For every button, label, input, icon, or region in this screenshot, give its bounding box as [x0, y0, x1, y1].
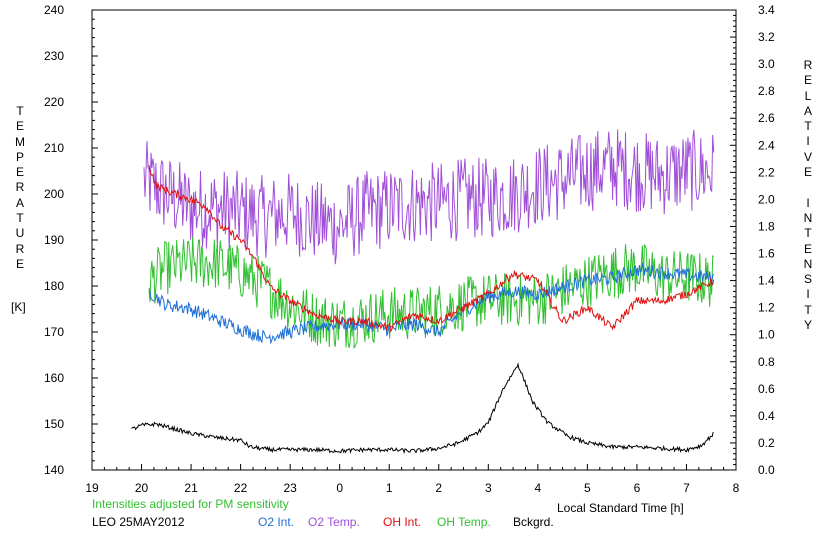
left-tick-label: 210 [44, 141, 64, 155]
sensitivity-note: Intensities adjusted for PM sensitivity [92, 497, 289, 511]
x-tick-label: 20 [135, 481, 149, 495]
axis-label-letter: E [15, 165, 24, 180]
axis-label-letter: E [15, 119, 24, 134]
series-line-oh-int [148, 165, 715, 333]
left-tick-label: 190 [44, 233, 64, 247]
left-tick-label: 170 [44, 325, 64, 339]
x-tick-label: 6 [634, 481, 641, 495]
legend: O2 Int. O2 Temp. OH Int. OH Temp. Bckgrd. [258, 515, 554, 529]
right-tick-label: 1.0 [758, 328, 775, 342]
right-tick-label: 2.6 [758, 111, 775, 125]
series-line-o2-temp [143, 129, 715, 265]
axis-label-letter: U [15, 226, 25, 241]
right-tick-label: 3.2 [758, 30, 775, 44]
x-tick-label: 8 [733, 481, 740, 495]
right-tick-label: 0.0 [758, 463, 775, 477]
axis-label-letter: A [15, 195, 24, 210]
axis-label-letter: P [15, 149, 24, 164]
axis-label-letter: N [803, 210, 813, 225]
x-tick-label: 4 [535, 481, 542, 495]
x-tick-label: 0 [336, 481, 343, 495]
left-tick-label: 180 [44, 279, 64, 293]
legend-entry: OH Temp. [437, 515, 491, 529]
axis-label-letter: I [806, 287, 810, 302]
series-line-oh-temp [148, 236, 714, 349]
axis-label-letter: T [804, 226, 812, 241]
axis-label-letter: E [803, 165, 812, 180]
right-tick-label: 0.2 [758, 436, 775, 450]
axis-label-letter: I [806, 195, 810, 210]
right-tick-label: 1.6 [758, 247, 775, 261]
axis-label-letter: M [15, 134, 25, 149]
x-axis-label: Local Standard Time [h] [557, 501, 684, 515]
left-tick-label: 240 [44, 3, 64, 17]
x-tick-label: 1 [386, 481, 393, 495]
axis-label-letter [800, 180, 816, 195]
legend-entry: Bckgrd. [513, 515, 554, 529]
right-tick-label: 0.6 [758, 382, 775, 396]
right-tick-label: 0.4 [758, 409, 775, 423]
right-tick-label: 3.4 [758, 3, 775, 17]
axis-label-letter: R [15, 241, 25, 256]
axis-label-letter: L [804, 88, 812, 103]
axis-label-letter: T [16, 211, 24, 226]
x-axis: 19 20 21 22 23 0 1 2 3 4 5 6 7 8 [85, 464, 740, 495]
series-line-o2-int [148, 262, 715, 345]
x-tick-label: 7 [683, 481, 690, 495]
x-tick-label: 21 [184, 481, 198, 495]
axis-label-letter: E [803, 73, 812, 88]
right-tick-label: 2.0 [758, 192, 775, 206]
right-axis: 0.0 0.2 0.4 0.6 0.8 1.0 1.2 1.4 1.6 1.8 2.0 2.2 2.4 2… [730, 3, 775, 477]
legend-entry: O2 Temp. [308, 515, 360, 529]
legend-entry: O2 Int. [258, 515, 294, 529]
right-tick-label: 2.2 [758, 165, 775, 179]
left-tick-label: 230 [44, 49, 64, 63]
left-axis: 140 150 160 170 180 190 200 210 220 230 240 [44, 3, 98, 477]
axis-label-letter: R [803, 58, 813, 72]
axis-label-letter: R [15, 180, 25, 195]
right-tick-label: 3.0 [758, 57, 775, 71]
axis-label-letter: T [804, 119, 812, 134]
x-tick-label: 5 [584, 481, 591, 495]
axis-label-letter: N [803, 256, 813, 271]
axis-label-letter: Y [803, 318, 812, 333]
left-tick-label: 200 [44, 187, 64, 201]
axis-label-letter: E [803, 241, 812, 256]
axis-label-letter: I [806, 134, 810, 149]
x-tick-label: 23 [283, 481, 297, 495]
axis-label-letter: S [803, 272, 812, 287]
series-layer [131, 129, 715, 455]
right-tick-label: 0.8 [758, 355, 775, 369]
axis-label-letter: A [803, 103, 812, 118]
right-tick-label: 2.4 [758, 138, 775, 152]
site-date-label: LEO 25MAY2012 [92, 515, 185, 529]
right-tick-label: 1.2 [758, 301, 775, 315]
axis-label-letter: E [15, 256, 24, 271]
axis-label-letter: T [16, 104, 24, 118]
right-tick-label: 1.4 [758, 274, 775, 288]
axis-label-letter: T [804, 302, 812, 317]
right-tick-label: 1.8 [758, 219, 775, 233]
left-tick-label: 150 [44, 417, 64, 431]
x-tick-label: 19 [85, 481, 99, 495]
left-axis-unit: [K] [11, 300, 26, 314]
x-tick-label: 2 [435, 481, 442, 495]
left-tick-label: 220 [44, 95, 64, 109]
series-line-bckgrd [131, 362, 714, 455]
x-tick-label: 22 [234, 481, 248, 495]
left-tick-label: 140 [44, 463, 64, 477]
left-tick-label: 160 [44, 371, 64, 385]
right-tick-label: 2.8 [758, 84, 775, 98]
axis-label-letter: V [803, 149, 812, 164]
x-tick-label: 3 [485, 481, 492, 495]
legend-entry: OH Int. [383, 515, 421, 529]
